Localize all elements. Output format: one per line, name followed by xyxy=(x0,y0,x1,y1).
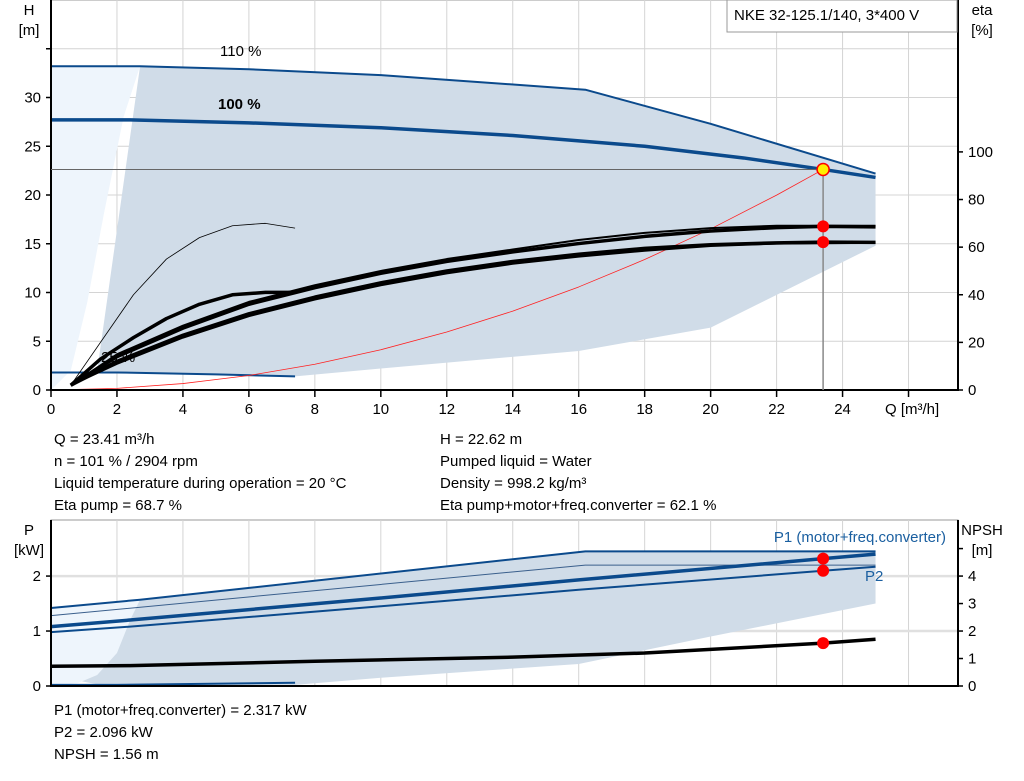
y2-axis-unit: [m] xyxy=(972,542,993,559)
y-tick-label: 10 xyxy=(24,285,41,302)
info-npsh: NPSH = 1.56 m xyxy=(54,746,159,763)
y2-tick-label: 20 xyxy=(968,334,985,351)
x-tick-label: 12 xyxy=(438,401,455,418)
info-head: H = 22.62 m xyxy=(440,431,523,448)
x-tick-label: 24 xyxy=(834,401,851,418)
curve-p-25- xyxy=(51,681,296,686)
y-tick-label: 0 xyxy=(33,382,41,399)
curve-p1-110- xyxy=(50,550,876,609)
curve-eta-total-25- xyxy=(69,290,296,387)
y2-tick-label: 4 xyxy=(968,568,976,585)
y2-axis-label: NPSH xyxy=(961,522,1003,539)
label-110-percent: 110 % xyxy=(220,43,261,60)
x-axis-label: Q [m³/h] xyxy=(885,401,939,418)
x-tick-label: 16 xyxy=(570,401,587,418)
info-density: Density = 998.2 kg/m³ xyxy=(440,475,587,492)
operating-area-left xyxy=(51,66,141,391)
operating-info-left: Q = 23.41 m³/h n = 101 % / 2904 rpm Liqu… xyxy=(54,429,346,517)
curve-100- xyxy=(51,118,876,180)
operating-point-marker xyxy=(816,162,830,177)
y-tick-label: 0 xyxy=(33,678,41,695)
y2-tick-label: 80 xyxy=(968,192,985,209)
x-tick-label: 20 xyxy=(702,401,719,418)
curve-110- xyxy=(51,65,876,175)
legend-p1: P1 (motor+freq.converter) xyxy=(774,529,946,546)
y-tick-label: 30 xyxy=(24,90,41,107)
operating-area xyxy=(97,66,876,377)
curve-p2-110- xyxy=(50,564,876,617)
legend-p2: P2 xyxy=(865,568,883,585)
y2-tick-label: 100 xyxy=(968,144,993,161)
info-p1: P1 (motor+freq.converter) = 2.317 kW xyxy=(54,702,307,719)
x-tick-label: 14 xyxy=(504,401,521,418)
x-tick-label: 6 xyxy=(245,401,253,418)
x-tick-label: 8 xyxy=(311,401,319,418)
y2-tick-label: 3 xyxy=(968,596,976,613)
y-tick-label: 5 xyxy=(33,333,41,350)
y-axis-label: H xyxy=(24,2,35,19)
y-tick-label: 25 xyxy=(24,138,41,155)
info-eta-pump: Eta pump = 68.7 % xyxy=(54,497,182,514)
y2-tick-label: 0 xyxy=(968,678,976,695)
curve-p1-motor-freq-converter- xyxy=(50,552,876,629)
info-temperature: Liquid temperature during operation = 20… xyxy=(54,475,347,492)
x-tick-label: 22 xyxy=(768,401,785,418)
info-flow: Q = 23.41 m³/h xyxy=(54,431,155,448)
y2-tick-label: 60 xyxy=(968,239,985,256)
x-tick-label: 18 xyxy=(636,401,653,418)
y2-axis-label: eta xyxy=(972,2,994,19)
x-tick-label: 2 xyxy=(113,401,121,418)
info-speed: n = 101 % / 2904 rpm xyxy=(54,453,198,470)
curve-eta-total-110- xyxy=(70,241,876,387)
eta-pump-marker xyxy=(817,220,830,233)
y2-tick-label: 1 xyxy=(968,651,976,668)
y2-tick-label: 2 xyxy=(968,623,976,640)
info-p2: P2 = 2.096 kW xyxy=(54,724,153,741)
y-tick-label: 20 xyxy=(24,187,41,204)
npsh-marker xyxy=(817,637,830,650)
curve-eta-pump-25- xyxy=(70,222,296,386)
p1-marker xyxy=(817,552,830,565)
operating-area xyxy=(77,551,876,685)
y2-tick-label: 0 xyxy=(968,382,976,399)
curve-eta-pump xyxy=(69,224,876,387)
y-axis-unit: [kW] xyxy=(14,542,44,559)
p2-marker xyxy=(817,564,830,577)
y-tick-label: 15 xyxy=(24,236,41,253)
legend-title: NKE 32-125.1/140, 3*400 V xyxy=(734,7,919,24)
y2-axis-unit: [%] xyxy=(971,22,993,39)
x-tick-label: 10 xyxy=(372,401,389,418)
x-tick-label: 0 xyxy=(47,401,55,418)
y-axis-unit: [m] xyxy=(19,22,40,39)
y2-tick-label: 40 xyxy=(968,287,985,304)
curve-eta-pump-110- xyxy=(70,224,876,387)
legend-box xyxy=(726,0,958,33)
x-tick-label: 4 xyxy=(179,401,187,418)
y-tick-label: 2 xyxy=(33,568,41,585)
y-axis-label: P xyxy=(24,522,34,539)
y-tick-label: 1 xyxy=(33,623,41,640)
operating-info-right: H = 22.62 m Pumped liquid = Water Densit… xyxy=(440,429,716,517)
eta-total-marker xyxy=(817,236,830,249)
info-eta-total: Eta pump+motor+freq.converter = 62.1 % xyxy=(440,497,717,514)
label-25-percent: 25 % xyxy=(101,349,135,366)
label-100-percent: 100 % xyxy=(218,96,261,113)
info-liquid: Pumped liquid = Water xyxy=(440,453,592,470)
power-info: P1 (motor+freq.converter) = 2.317 kW P2 … xyxy=(54,700,307,766)
curve-p2 xyxy=(50,565,876,634)
